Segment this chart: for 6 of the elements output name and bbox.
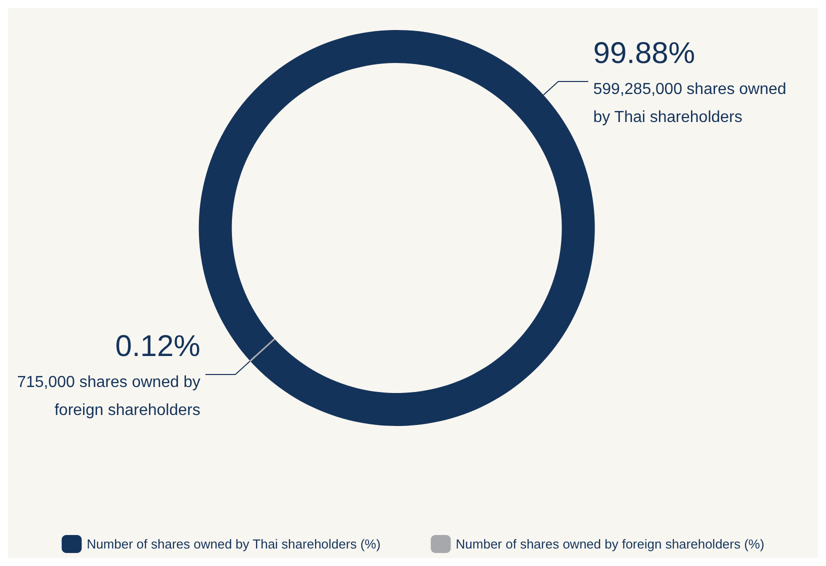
legend-label: Number of shares owned by foreign shareholders (%) (456, 536, 764, 552)
legend-label: Number of shares owned by Thai shareholders (%) (86, 536, 381, 552)
data-label: 99.88% (593, 37, 696, 70)
text: 715,000 shares owned by foreign shareholders (17, 374, 200, 419)
data-label: 0.12% (115, 330, 200, 363)
text: 599,285,000 shares owned by Thai shareholders (593, 81, 786, 126)
